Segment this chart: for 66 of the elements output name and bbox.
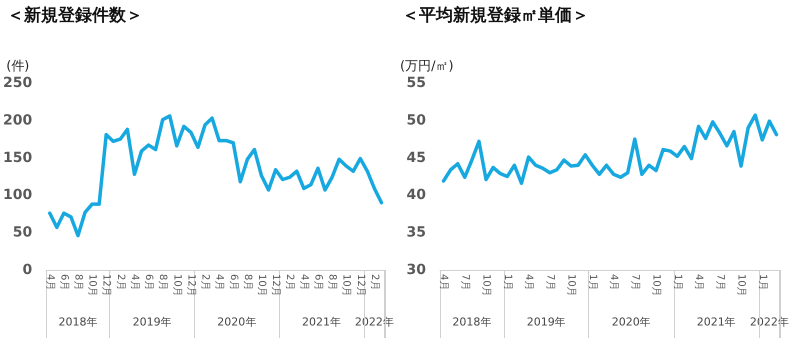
- y-axis-title: (件): [6, 59, 30, 74]
- line-series: [441, 113, 778, 185]
- x-tick-label: 10月: [340, 274, 352, 297]
- x-tick-label: 10月: [171, 274, 182, 297]
- x-tick-label: 2月: [200, 274, 211, 290]
- x-tick-label: 2月: [284, 274, 296, 290]
- y-tick-label: 100: [2, 187, 32, 204]
- x-tick-label: 4月: [692, 274, 704, 290]
- x-tick-label: 10月: [735, 274, 746, 297]
- x-tick-label: 1月: [671, 274, 682, 290]
- x-tick-label: 10月: [256, 274, 267, 297]
- x-tick-label: 12月: [100, 274, 112, 297]
- x-tick-label: 2月: [368, 274, 380, 290]
- y-tick-label: 55: [406, 75, 426, 91]
- chart-title: ＜新規登録件数＞: [7, 6, 143, 26]
- x-tick-label: 4月: [128, 274, 140, 290]
- text: 2018年: [452, 316, 491, 328]
- x-tick-label: 10月: [650, 274, 662, 297]
- text: 2020年: [217, 316, 256, 328]
- line-series: [48, 114, 384, 238]
- x-tick-label: 4月: [522, 274, 534, 290]
- x-tick-label: 10月: [86, 274, 98, 297]
- x-tick-label: 7月: [714, 274, 725, 290]
- x-tick-label: 4月: [298, 274, 310, 290]
- y-tick-label: 250: [2, 75, 32, 91]
- text: 2021年: [302, 316, 341, 328]
- text: 2021年: [696, 316, 736, 328]
- x-tick-label: 4月: [214, 274, 225, 290]
- x-tick-label: 7月: [544, 274, 555, 290]
- x-tick-label: 4月: [608, 274, 619, 290]
- text: 2019年: [526, 316, 566, 328]
- x-tick-label: 8月: [242, 274, 253, 290]
- x-tick-label: 8月: [326, 274, 338, 290]
- text: 2020年: [611, 316, 650, 328]
- x-tick-label: 10月: [480, 274, 492, 297]
- x-tick-label: 1月: [756, 274, 768, 290]
- y-tick-label: 200: [2, 112, 32, 128]
- x-tick-label: 8月: [72, 274, 84, 290]
- y-axis-title: (万円/㎡): [400, 59, 454, 74]
- x-tick-label: 12月: [185, 274, 196, 297]
- y-tick-label: 45: [406, 150, 426, 166]
- chart-title: ＜平均新規登録㎡単価＞: [402, 6, 588, 26]
- x-tick-label: 6月: [58, 274, 70, 290]
- x-tick-label: 2月: [114, 274, 126, 290]
- x-tick-label: 12月: [354, 274, 366, 297]
- x-tick-label: 1月: [501, 274, 512, 290]
- y-tick-label: 40: [406, 187, 426, 204]
- x-tick-label: 1月: [586, 274, 598, 290]
- x-tick-label: 10月: [565, 274, 576, 297]
- x-tick-label: 6月: [143, 274, 154, 290]
- y-tick-label: 0: [22, 262, 32, 278]
- text: 2019年: [132, 316, 172, 328]
- x-tick-label: 7月: [628, 274, 640, 290]
- x-tick-label: 4月: [44, 274, 56, 290]
- x-tick-label: 6月: [228, 274, 239, 290]
- y-tick-label: 50: [406, 112, 426, 128]
- y-tick-label: 150: [2, 150, 32, 166]
- x-tick-label: 7月: [458, 274, 470, 290]
- text: 2018年: [58, 316, 98, 328]
- y-tick-label: 35: [406, 224, 426, 241]
- y-tick-label: 50: [12, 224, 32, 241]
- x-tick-label: 6月: [312, 274, 324, 290]
- x-tick-label: 12月: [270, 274, 282, 297]
- x-tick-label: 8月: [157, 274, 168, 290]
- y-tick-label: 30: [406, 262, 426, 278]
- x-tick-label: 4月: [438, 274, 449, 290]
